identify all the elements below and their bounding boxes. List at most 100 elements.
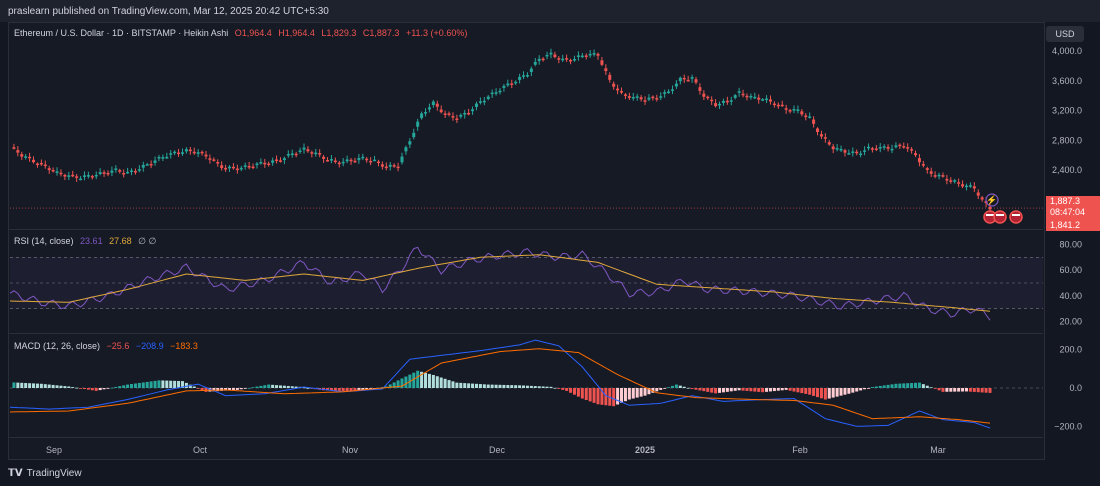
us-flag-event-icon [1009,210,1023,224]
candle-body [376,161,380,164]
macd-histogram-bar [902,383,906,388]
macd-histogram-bar [623,388,627,402]
candle-body [102,172,106,174]
candle-body [231,166,235,169]
publish-info: praslearn published on TradingView.com, … [8,6,329,17]
macd-histogram-bar [130,384,134,388]
candle-body [251,166,255,169]
macd-histogram-bar [870,387,874,388]
candle-body [200,151,204,154]
macd-histogram-bar [275,385,279,388]
candle-body [443,113,447,115]
macd-histogram-bar [941,388,945,392]
candle-body [592,53,596,55]
currency-button[interactable]: USD [1046,26,1084,42]
macd-histogram-bar [882,385,886,388]
rsi-line [9,246,991,321]
candle-body [580,55,584,58]
candle-body [208,158,212,160]
macd-histogram-bar [412,372,416,388]
candle-body [796,109,800,111]
candle-body [698,87,702,91]
macd-histogram-bar [588,388,592,402]
candle-body [12,147,16,149]
price-axis[interactable] [1044,22,1100,458]
macd-histogram-bar [647,388,651,395]
candle-body [659,96,663,98]
candle-body [506,83,510,86]
macd-histogram-bar [898,383,902,388]
macd-histogram-bar [200,388,204,391]
candle-body [886,146,890,149]
candle-body [902,146,906,148]
candle-body [545,54,549,57]
macd-histogram-bar [157,380,161,388]
candle-body [623,94,627,96]
macd-histogram-bar [949,388,953,392]
price-tick-label: 2,800.0 [1052,135,1082,145]
candle-body [988,206,992,210]
macd-histogram-bar [953,388,957,392]
candle-body [333,160,337,163]
candle-body [341,161,345,164]
candle-body [674,83,678,87]
candle-body [177,152,181,155]
macd-histogram-bar [486,384,490,388]
ohlc-high: H1,964.4 [278,28,315,38]
candle-body [721,101,725,103]
candle-body [47,168,51,171]
tradingview-logo[interactable]: 𝗧𝗩 TradingView [8,468,82,479]
macd-histogram-bar [718,388,722,393]
macd-histogram-bar [506,385,510,388]
macd-histogram-bar [267,384,271,388]
pane-divider-macd[interactable] [8,333,1043,334]
macd-histogram-bar [823,388,827,400]
candle-body [427,107,431,110]
candle-body [349,159,353,162]
time-axis-divider [8,437,1043,438]
macd-histogram-bar [388,384,392,388]
macd-histogram-bar [102,388,106,390]
candle-body [780,104,784,107]
candle-body [165,156,169,159]
macd-histogram-bar [549,386,553,388]
candle-body [827,142,831,145]
macd-histogram-bar [247,387,251,389]
macd-histogram-bar [294,386,298,388]
macd-histogram-bar [725,388,729,392]
macd-line [9,339,991,429]
macd-histogram-bar [600,388,604,405]
candle-body [961,184,965,187]
macd-histogram-bar [110,387,114,389]
macd-histogram-bar [529,385,533,388]
candle-body [941,175,945,177]
ohlc-open: O1,964.4 [234,28,272,38]
macd-histogram-bar [353,388,357,392]
candle-body [35,163,39,166]
macd-histogram-bar [847,388,851,394]
time-tick-label: Nov [342,445,359,455]
candle-body [670,89,674,91]
candle-body [529,68,533,73]
candle-body [298,150,302,152]
candle-body [718,103,722,106]
candle-body [326,160,330,162]
candle-body [819,134,823,137]
candle-body [259,162,263,164]
pane-divider-rsi[interactable] [8,229,1043,230]
macd-histogram-bar [24,383,28,388]
rsi-ma-line [9,254,991,312]
macd-histogram-bar [106,388,110,389]
candle-body [482,100,486,103]
candle-body [161,157,165,159]
candle-body [812,119,816,124]
macd-histogram-bar [827,388,831,399]
macd-histogram-bar [455,382,459,388]
macd-histogram-bar [361,388,365,391]
publish-bar: praslearn published on TradingView.com, … [0,0,1100,22]
candle-body [329,159,333,161]
candle-body [384,166,388,169]
candle-body [59,172,63,175]
visibility-eye-icon[interactable]: ∅ ∅ [138,236,157,246]
candle-body [772,103,776,106]
